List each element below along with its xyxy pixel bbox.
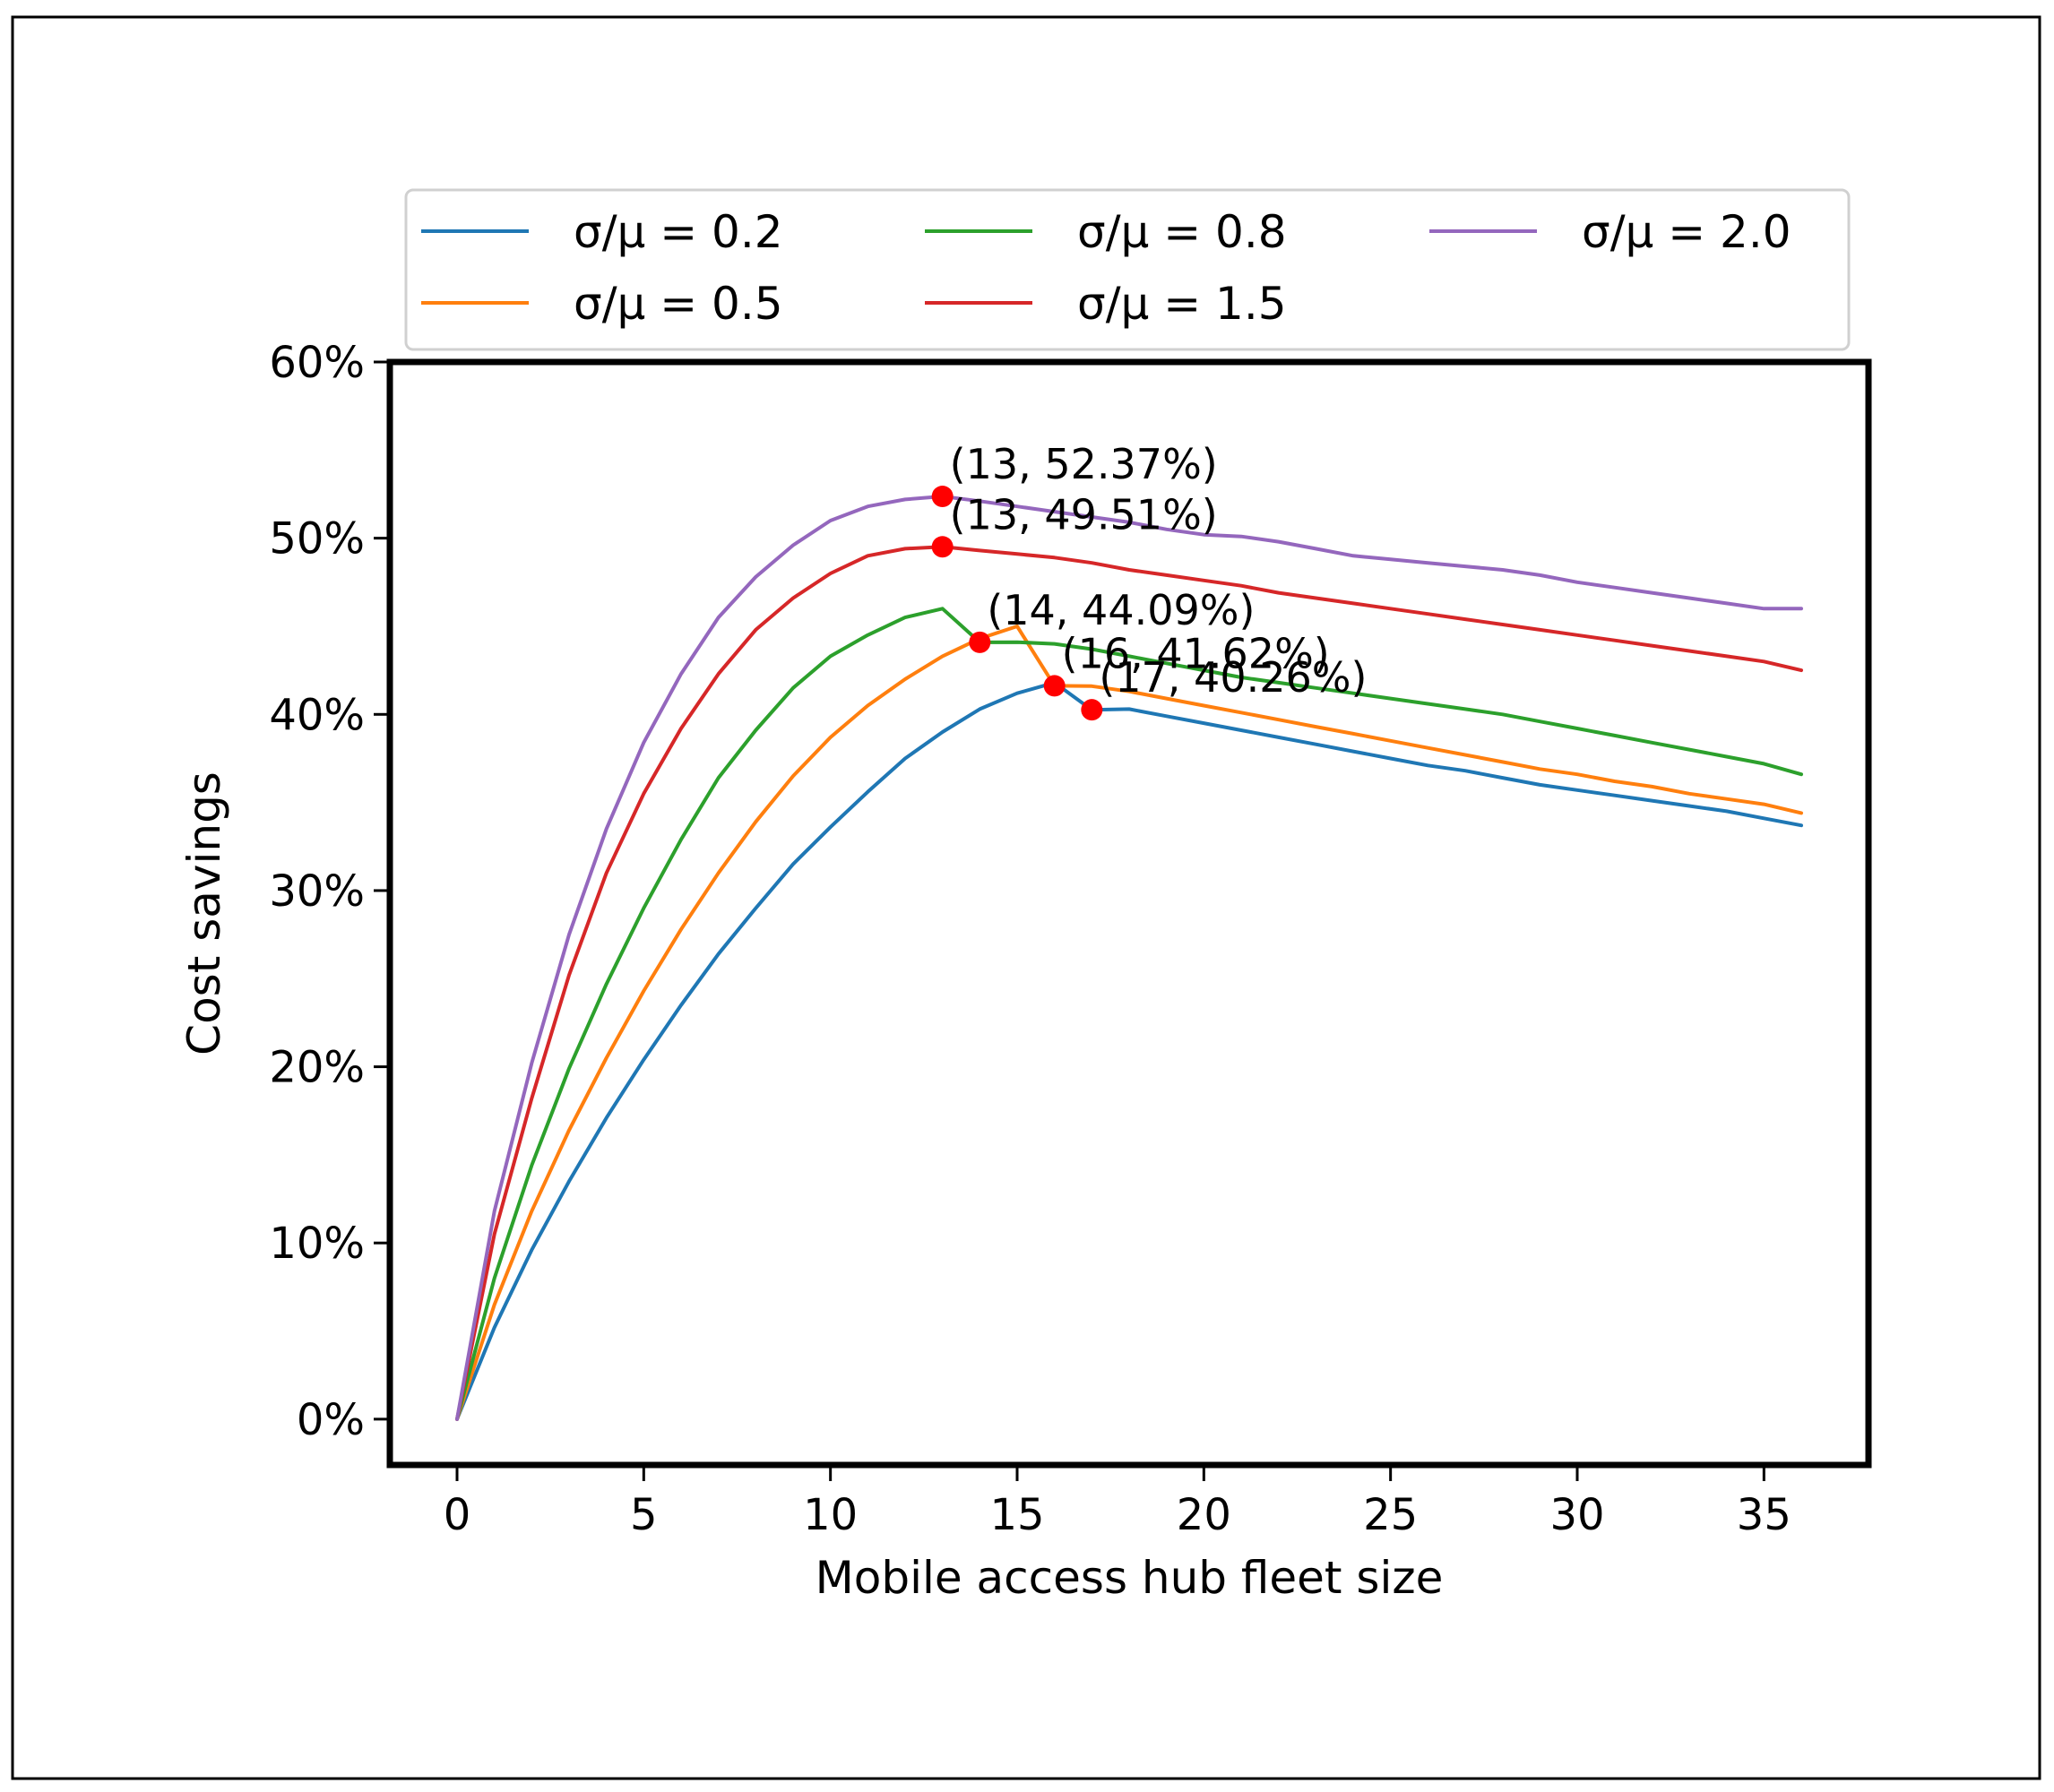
series-line-3 <box>455 545 1803 1421</box>
x-axis-label: Mobile access hub fleet size <box>816 1552 1444 1604</box>
y-tick-label-1: 10% <box>269 1219 365 1269</box>
peak-annotation-0: (13, 52.37%) <box>950 440 1218 488</box>
x-tick-label-6: 30 <box>1549 1490 1604 1540</box>
y-tick-label-0: 0% <box>297 1395 365 1445</box>
x-tick-label-2: 10 <box>803 1490 858 1540</box>
x-tick-label-3: 15 <box>989 1490 1044 1540</box>
y-tick-label-2: 20% <box>269 1043 365 1093</box>
legend: σ/μ = 0.2 σ/μ = 0.5 σ/μ = 0.8 σ/μ = 1.5 σ/μ … <box>404 188 1851 351</box>
peak-annotation-2: (14, 44.09%) <box>987 586 1255 634</box>
peak-marker-4 <box>1081 699 1103 721</box>
y-axis-label: Cost savings <box>178 771 230 1055</box>
peak-marker-0 <box>931 486 954 508</box>
series-line-0 <box>455 680 1803 1421</box>
y-tick-label-4: 40% <box>269 690 365 740</box>
plot-area <box>390 362 1868 1465</box>
x-tick-label-0: 0 <box>444 1490 471 1540</box>
series-line-4 <box>455 495 1803 1421</box>
legend-label-4: σ/μ = 2.0 <box>1582 206 1791 258</box>
y-tick-label-6: 60% <box>269 338 365 388</box>
series-line-2 <box>455 607 1803 1421</box>
legend-label-0: σ/μ = 0.2 <box>574 206 783 258</box>
x-tick-label-7: 35 <box>1737 1490 1791 1540</box>
y-tick-label-3: 30% <box>269 866 365 917</box>
peak-annotation-1: (13, 49.51%) <box>950 490 1218 538</box>
axes-frame <box>386 358 1872 1469</box>
x-tick-label-1: 5 <box>630 1490 658 1540</box>
peak-marker-3 <box>1043 675 1066 697</box>
legend-label-1: σ/μ = 0.5 <box>574 278 783 330</box>
peak-annotation-3: (16, 41.62%) <box>1062 629 1330 677</box>
legend-label-3: σ/μ = 1.5 <box>1077 278 1287 330</box>
x-tick-label-5: 25 <box>1363 1490 1418 1540</box>
peak-marker-1 <box>931 536 954 558</box>
peak-annotation-4: (17, 40.26%) <box>1099 653 1367 702</box>
series-line-1 <box>455 625 1803 1421</box>
legend-label-2: σ/μ = 0.8 <box>1077 206 1287 258</box>
x-tick-label-4: 20 <box>1177 1490 1231 1540</box>
y-tick-label-5: 50% <box>269 514 365 564</box>
plot-layer: (13, 52.37%)(13, 49.51%) (14, 44.09%)(16,… <box>178 338 1872 1604</box>
peak-marker-2 <box>969 631 991 653</box>
